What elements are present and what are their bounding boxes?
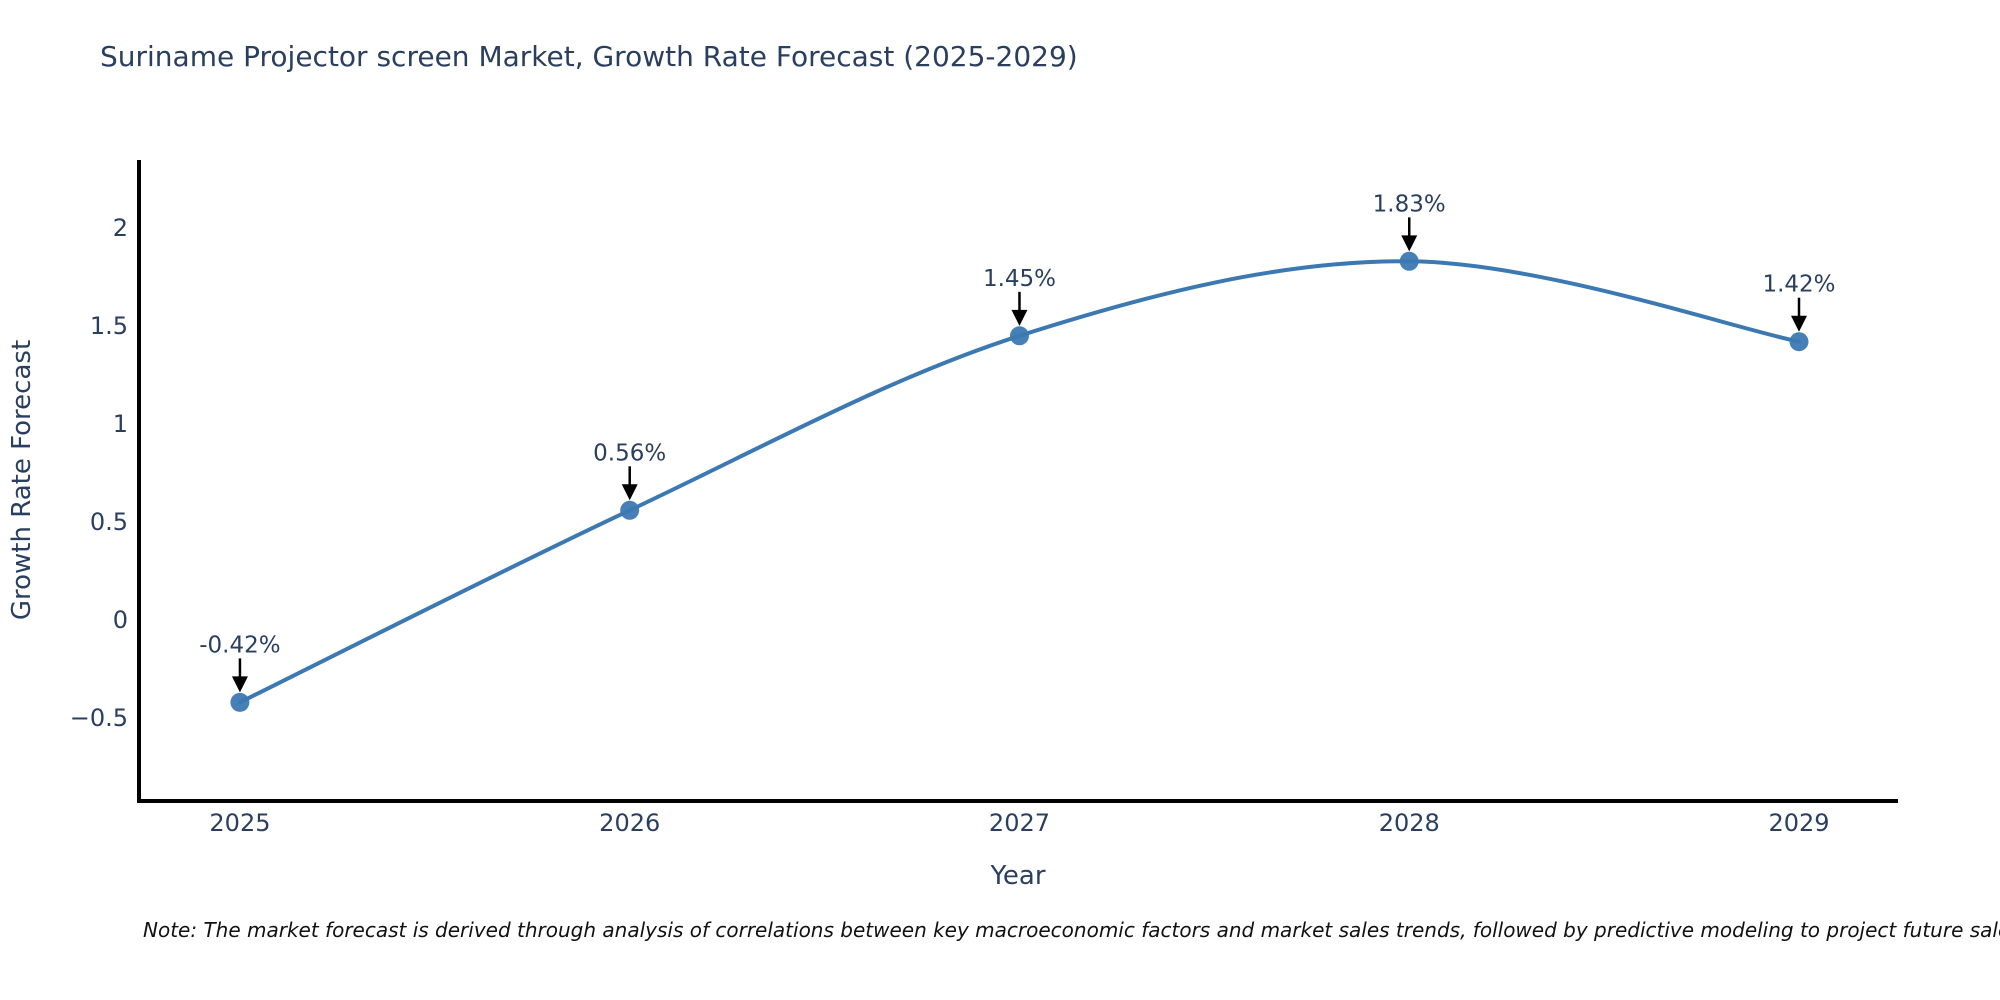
y-tick-label: −0.5 [70,704,128,732]
point-value-label: 1.45% [983,266,1056,292]
annotation-arrowhead-icon [1791,315,1808,332]
y-tick-label: 0.5 [90,508,128,536]
point-annotations: -0.42% 0.56% 1.45% 1.83% 1.42% [199,191,1836,693]
x-axis-title: Year [989,861,1045,891]
annotation-arrowhead-icon [231,676,248,693]
y-tick-label: 2 [113,214,128,242]
data-point [620,500,640,520]
x-tick-label: 2026 [599,809,660,837]
data-point [230,692,250,712]
annotation-arrowhead-icon [1011,309,1028,326]
point-value-label: 1.42% [1762,272,1835,298]
y-axis-title: Growth Rate Forecast [7,340,37,620]
data-point [1399,251,1419,271]
chart-title: Suriname Projector screen Market, Growth… [100,40,1078,73]
point-value-label: 0.56% [593,440,666,466]
y-axis-ticks: 2 1.5 1 0.5 0 −0.5 [70,214,128,732]
footnote: Note: The market forecast is derived thr… [143,918,2000,942]
data-point [1789,332,1809,352]
x-tick-label: 2028 [1379,809,1440,837]
x-tick-label: 2027 [989,809,1050,837]
point-value-label: -0.42% [199,632,280,658]
y-tick-label: 1.5 [90,312,128,340]
annotation-arrowhead-icon [621,484,638,501]
point-value-label: 1.83% [1373,191,1446,217]
data-point [1010,326,1029,346]
series-markers [230,251,1809,712]
annotation-arrowhead-icon [1401,235,1418,252]
x-tick-label: 2025 [209,809,270,837]
y-tick-label: 0 [113,606,128,634]
y-tick-label: 1 [113,410,128,438]
x-tick-label: 2029 [1768,809,1829,837]
x-axis-ticks: 2025 2026 2027 2028 2029 [209,809,1829,837]
